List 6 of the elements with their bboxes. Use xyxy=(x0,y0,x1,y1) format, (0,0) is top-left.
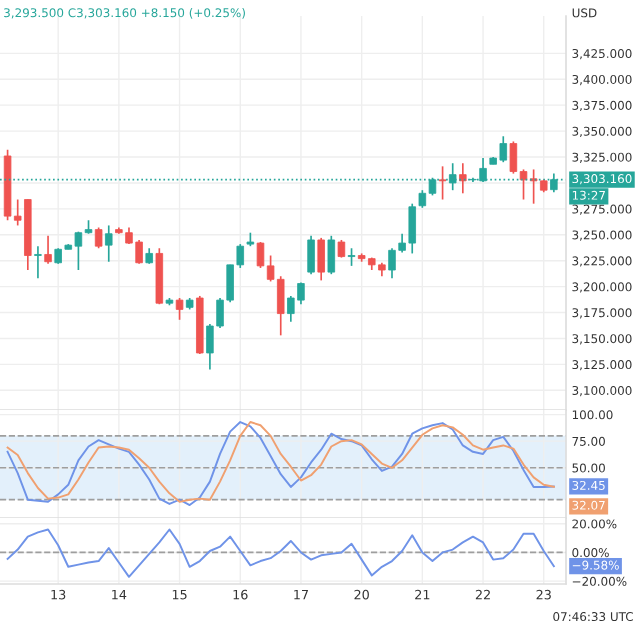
candlestick xyxy=(185,297,194,311)
candlestick xyxy=(175,297,184,321)
line-series xyxy=(6,528,555,578)
candlestick xyxy=(438,165,447,201)
candlestick xyxy=(34,245,42,280)
candlestick xyxy=(94,226,103,250)
